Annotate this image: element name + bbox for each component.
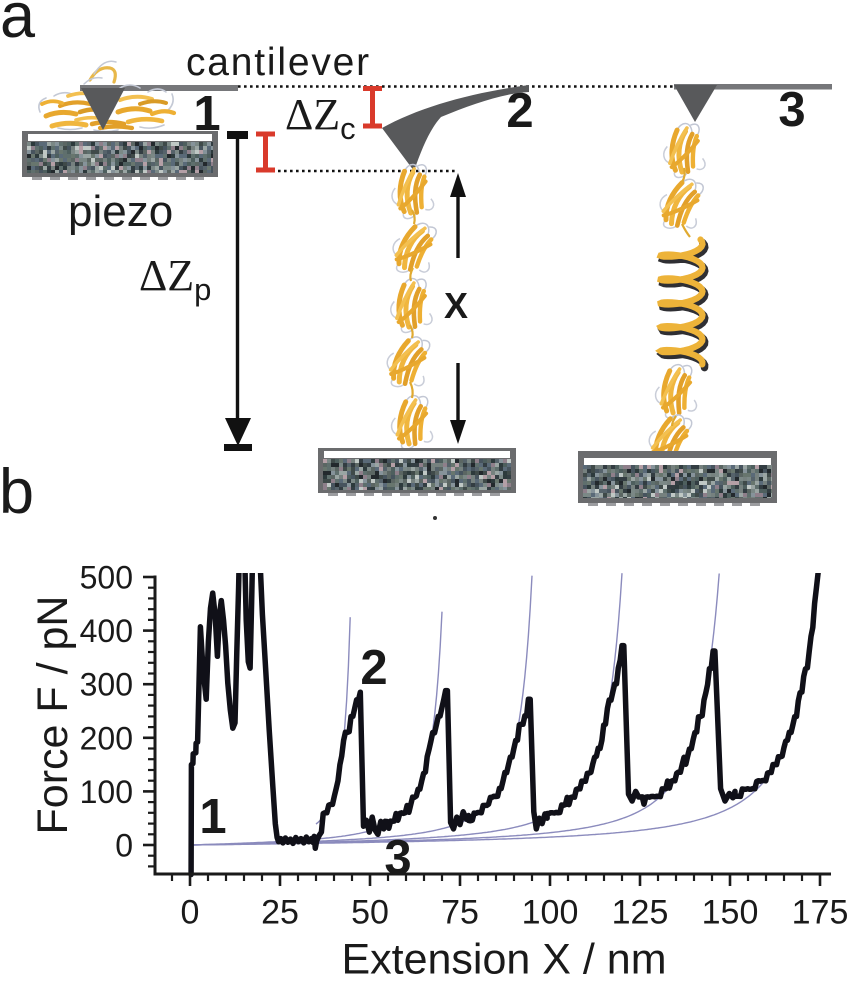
svg-text:175: 175 [792, 894, 849, 932]
svg-text:cantilever: cantilever [186, 41, 371, 84]
svg-text:150: 150 [702, 894, 759, 932]
svg-text:200: 200 [80, 720, 133, 756]
svg-text:3: 3 [778, 83, 805, 137]
svg-text:b: b [0, 457, 34, 527]
svg-text:1: 1 [199, 790, 226, 844]
svg-text:ΔZc: ΔZc [285, 90, 356, 146]
svg-text:X: X [444, 285, 468, 326]
svg-text:25: 25 [261, 894, 299, 932]
svg-text:500: 500 [80, 560, 133, 596]
svg-text:2: 2 [360, 641, 387, 695]
svg-text:0: 0 [181, 894, 200, 932]
svg-text:300: 300 [80, 667, 133, 703]
svg-text:0: 0 [115, 828, 133, 864]
svg-text:400: 400 [80, 613, 133, 649]
svg-text:100: 100 [80, 774, 133, 810]
svg-text:100: 100 [522, 894, 579, 932]
svg-text:Force F / pN: Force F / pN [29, 596, 77, 835]
svg-text:3: 3 [384, 831, 411, 885]
svg-text:50: 50 [351, 894, 389, 932]
svg-text:75: 75 [441, 894, 479, 932]
svg-text:a: a [0, 0, 36, 51]
svg-text:Extension X / nm: Extension X / nm [341, 936, 666, 980]
svg-text:125: 125 [612, 894, 669, 932]
svg-text:piezo: piezo [68, 187, 173, 236]
svg-text:1: 1 [193, 87, 220, 141]
